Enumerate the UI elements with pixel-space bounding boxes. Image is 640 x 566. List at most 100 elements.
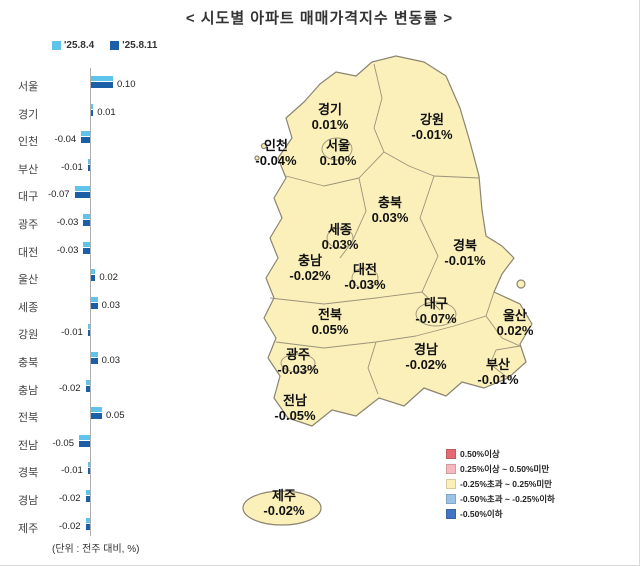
bar-week1 — [91, 407, 102, 413]
map-region-label: 경북 -0.01% — [444, 238, 485, 269]
map-region-value: -0.02% — [263, 503, 305, 518]
map-region-name: 인천 — [264, 138, 288, 154]
map-legend-label: 0.50%이상 — [460, 449, 500, 459]
bar-category-label: 전남 — [18, 439, 39, 452]
map-region-name: 전북 — [318, 307, 342, 323]
bar-row: 충북 0.03 — [16, 348, 218, 372]
map-region-label: 전북 0.05% — [311, 307, 349, 338]
bar-value-label: 0.03 — [101, 355, 121, 366]
border-busan — [489, 345, 521, 379]
border-jeonbuk-north — [269, 291, 423, 305]
korea-map — [242, 55, 533, 526]
bar-value-label: -0.01 — [61, 161, 83, 173]
bar-week2 — [85, 385, 90, 392]
map-region-value: -0.05% — [274, 408, 316, 423]
bar-week2 — [81, 137, 90, 144]
map-region-label: 부산 -0.01% — [477, 357, 519, 388]
map-region-name: 충남 — [298, 253, 322, 269]
map-legend-row: -0.50%초과 ~ -0.25%이하 — [446, 493, 555, 505]
bar-category-label: 강원 — [18, 329, 39, 342]
week2-color-swatch — [110, 41, 120, 50]
bar-week2 — [85, 523, 90, 530]
bar-row: 제주 -0.02 — [16, 514, 218, 538]
jeju-island — [242, 490, 322, 526]
bar-week1 — [79, 434, 90, 440]
map-region-value: -0.01% — [411, 127, 453, 142]
bar-row: 경남 -0.02 — [16, 486, 218, 510]
bar-week2 — [91, 358, 98, 364]
bar-row: 울산 0.02 — [16, 265, 218, 289]
map-region-label: 인천 -0.04% — [255, 138, 297, 169]
border-sejong — [326, 227, 354, 249]
border-seoul — [321, 137, 353, 161]
bar-week2 — [83, 220, 90, 226]
bar-row: 대구 -0.07 — [16, 182, 218, 206]
bar-week1 — [74, 186, 90, 192]
bar-week2 — [91, 275, 96, 282]
bar-value-label: -0.02 — [58, 382, 81, 394]
bar-week2 — [87, 164, 90, 171]
bar-row: 강원 -0.01 — [16, 320, 218, 344]
map-legend-label: -0.50%이하 — [460, 509, 503, 519]
map-region-value: 0.01% — [311, 117, 349, 132]
bar-week1 — [87, 462, 90, 468]
legend-item-week2: '25.8.11 — [110, 40, 157, 51]
bar-week1 — [83, 214, 90, 219]
bar-row: 세종 0.03 — [16, 293, 218, 317]
bar-value-label: -0.02 — [58, 493, 81, 504]
bar-week1 — [81, 131, 90, 137]
border-gwangju — [280, 353, 316, 373]
week2-legend-label: '25.8.11 — [122, 40, 158, 51]
bar-chart-axis — [90, 68, 91, 536]
bar-row: 부산 -0.01 — [16, 155, 218, 179]
bar-category-label: 충북 — [18, 357, 39, 369]
bar-value-label: 0.01 — [97, 106, 116, 118]
map-region-label: 대전 -0.03% — [344, 262, 386, 293]
bar-value-label: -0.05 — [52, 437, 74, 449]
bar-week2 — [85, 496, 90, 502]
map-legend-label: -0.50%초과 ~ -0.25%이하 — [460, 494, 555, 504]
week1-legend-label: '25.8.4 — [64, 40, 95, 51]
west-island — [254, 155, 260, 161]
bar-week1 — [91, 296, 98, 302]
bar-week2 — [91, 413, 102, 420]
bar-week1 — [91, 76, 113, 81]
bar-week1 — [91, 352, 98, 357]
legend-item-week1: '25.8.4 — [52, 40, 94, 51]
map-region-label: 강원 -0.01% — [411, 112, 453, 143]
bar-value-label: -0.04 — [54, 134, 77, 146]
bar-value-label: 0.02 — [99, 272, 118, 284]
map-region-name: 세종 — [328, 222, 352, 238]
bar-week1 — [85, 517, 90, 523]
map-legend-swatch — [446, 509, 456, 519]
border-chungnam-chungbuk — [339, 177, 367, 259]
map-region-value: -0.03% — [344, 277, 386, 292]
map-legend-swatch — [446, 479, 456, 489]
bar-week2 — [87, 330, 90, 337]
map-color-legend: 0.50%이상 0.25%이상 ~ 0.50%미만 -0.25%초과 ~ 0.25%… — [446, 448, 555, 523]
border-gyeonggi-south — [285, 151, 385, 187]
map-region-value: 0.10% — [319, 153, 357, 168]
west-island — [260, 142, 268, 150]
bar-category-label: 경기 — [18, 108, 39, 121]
map-region-name: 경기 — [318, 102, 342, 118]
bar-category-label: 울산 — [18, 274, 39, 287]
map-region-name: 경남 — [414, 342, 438, 358]
bar-category-label: 대구 — [18, 191, 39, 204]
bar-value-label: -0.01 — [61, 465, 83, 477]
map-panel: 경기 0.01% 강원 -0.01% 인천 -0.04% 서울 0.10% 충북 0.03% 세종 0… — [224, 46, 638, 564]
bar-week2 — [83, 247, 90, 254]
bar-value-label: -0.03 — [56, 244, 79, 256]
bar-row: 경기 0.01 — [16, 100, 218, 124]
bar-week1 — [87, 324, 90, 330]
map-region-value: -0.01% — [477, 372, 519, 387]
map-region-value: -0.04% — [255, 153, 297, 168]
bar-category-label: 경북 — [18, 467, 39, 480]
border-jeonnam-gyeongnam — [367, 341, 379, 395]
border-daegu — [415, 301, 457, 327]
bar-chart-panel: '25.8.4 '25.8.11 서울 0.10 경기 0.01 인천 -0.04 부산 -0… — [16, 38, 218, 560]
bar-row: 서울 0.10 — [16, 72, 218, 96]
ulleung-island — [516, 279, 526, 289]
map-region-value: 0.05% — [311, 322, 349, 337]
map-region-label: 광주 -0.03% — [277, 347, 318, 378]
